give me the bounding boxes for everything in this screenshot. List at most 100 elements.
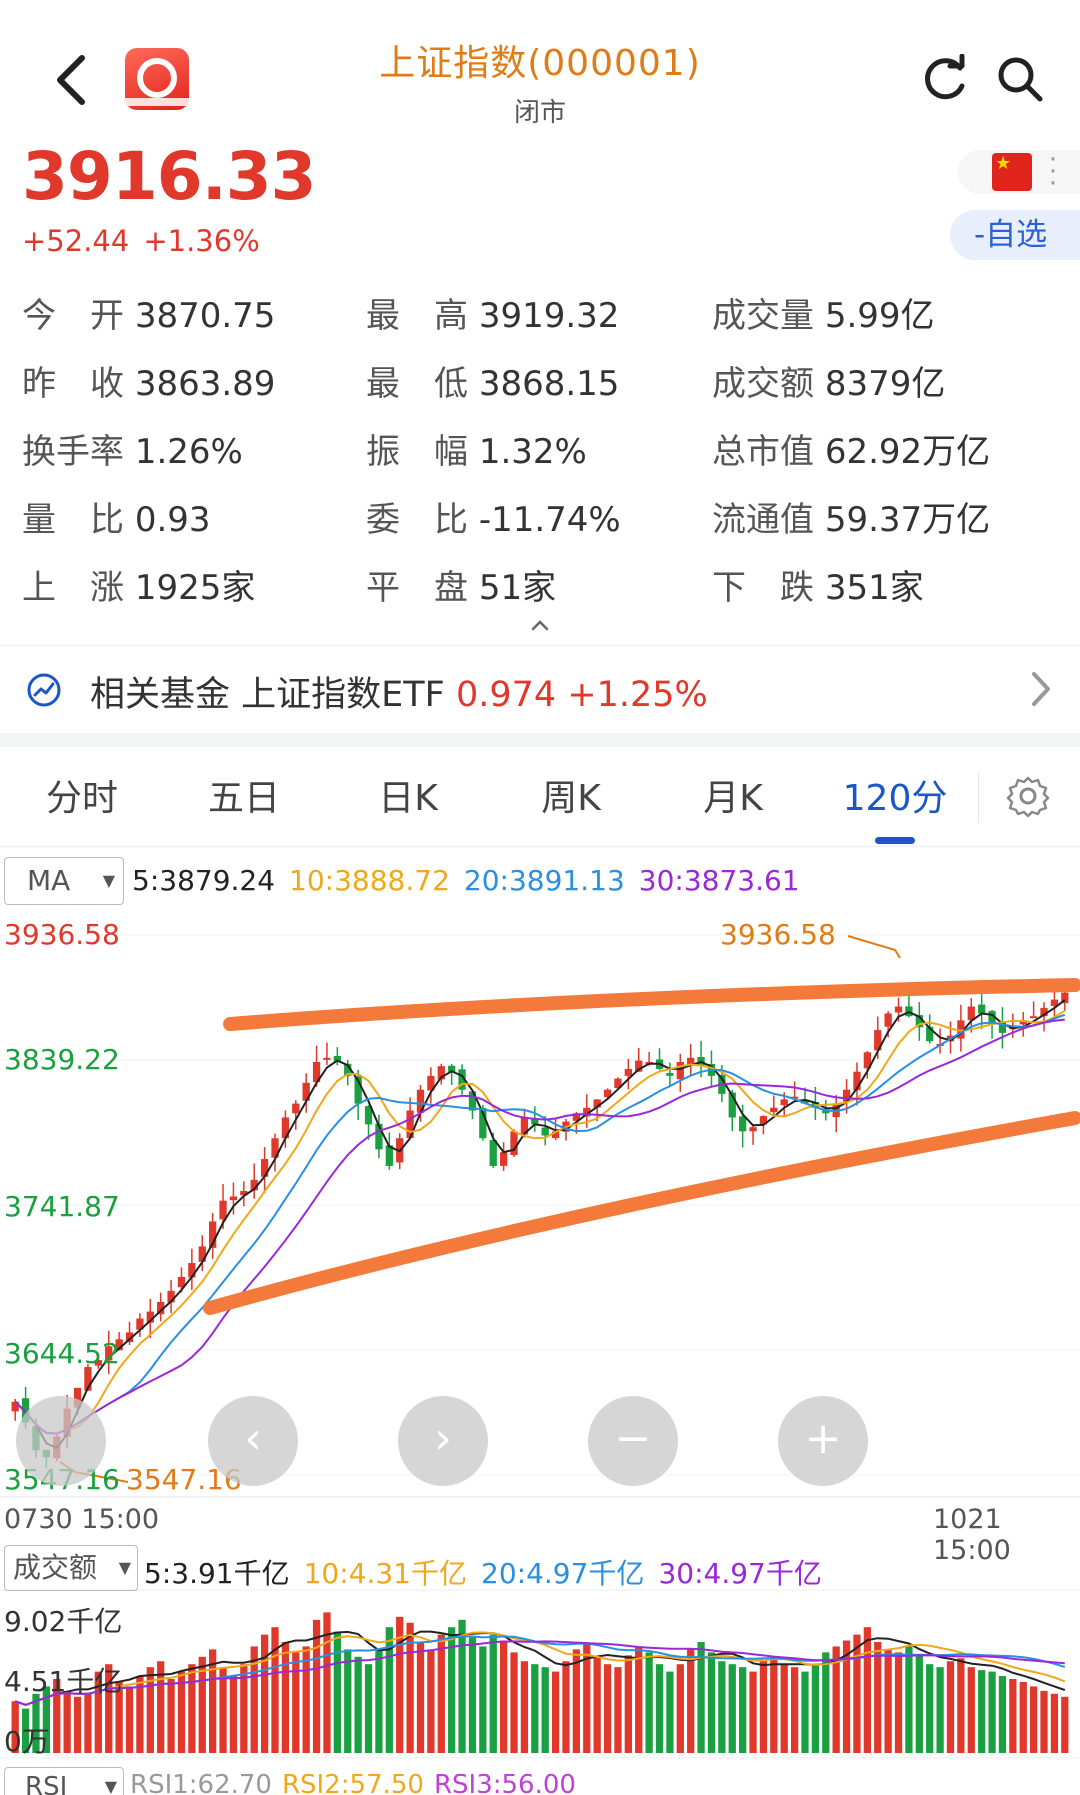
volume-bar: [448, 1627, 456, 1753]
support-trendline: [203, 1111, 1080, 1315]
volume-bar: [718, 1661, 726, 1753]
high-pointer: [847, 935, 901, 959]
volume-bar: [42, 1686, 51, 1753]
stat-item: 下 跌 351家: [712, 568, 924, 608]
tab-monthly-k[interactable]: 月K: [703, 778, 763, 819]
header: 上证指数(000001) 闭市: [0, 0, 1080, 140]
section-divider: [0, 733, 1080, 747]
ma20-line: [14, 1013, 1066, 1435]
chart-nav-button[interactable]: [16, 1396, 106, 1486]
volume-bar: [157, 1661, 165, 1753]
candle-body: [988, 1011, 996, 1025]
volume-bar: [146, 1667, 154, 1753]
axis-label-lower: 3644.52: [4, 1337, 120, 1370]
volume-bar: [323, 1612, 331, 1753]
stat-item: 最 低 3868.15: [366, 364, 620, 404]
volume-bar: [499, 1640, 508, 1753]
refresh-icon[interactable]: [920, 54, 970, 104]
volume-axis-mid: 4.51千亿: [4, 1665, 123, 1698]
rsi-legend: RSI1:62.70 RSI2:57.50 RSI3:56.00: [130, 1770, 586, 1795]
indicator-select-rsi[interactable]: RSI ▼: [4, 1767, 124, 1795]
candle-body: [759, 1116, 768, 1125]
stat-item: 今 开 3870.75: [22, 296, 276, 336]
stat-item: 昨 收 3863.89: [22, 364, 276, 404]
volume-bar: [853, 1634, 861, 1753]
volume-bar: [250, 1646, 258, 1753]
volume-axis-bottom: 0万: [4, 1725, 50, 1758]
volume-bar: [11, 1701, 19, 1753]
stat-item: 委 比 -11.74%: [366, 500, 621, 540]
volume-bar: [1009, 1679, 1017, 1753]
price-change: +52.44 +1.36%: [22, 224, 274, 258]
scroll-right-button[interactable]: ›: [398, 1396, 488, 1486]
volume-bar: [344, 1649, 352, 1753]
candle-body: [676, 1061, 684, 1080]
candle-body: [302, 1082, 310, 1101]
tab-daily-k[interactable]: 日K: [378, 778, 438, 819]
candle-body: [1040, 1007, 1048, 1017]
gear-icon[interactable]: [1005, 773, 1051, 819]
volume-bar: [998, 1676, 1007, 1753]
tab-weekly-k[interactable]: 周K: [541, 778, 601, 819]
tab-120min[interactable]: 120分: [842, 778, 948, 819]
tab-five-day[interactable]: 五日: [207, 778, 280, 819]
candle-body: [603, 1089, 612, 1098]
indicator-select-ma[interactable]: MA ▼: [4, 857, 124, 905]
candle-body: [21, 1398, 30, 1423]
volume-bar: [240, 1664, 248, 1753]
volume-bar: [292, 1652, 300, 1753]
ma10-line: [14, 1009, 1066, 1435]
tab-intraday[interactable]: 分时: [45, 778, 118, 819]
indicator-select-volume[interactable]: 成交额 ▼: [4, 1545, 138, 1591]
candle-body: [1061, 992, 1069, 1004]
volume-bar: [811, 1664, 820, 1753]
candle-body: [260, 1159, 269, 1177]
volume-bar: [489, 1634, 497, 1753]
candle-body: [250, 1179, 258, 1191]
candle-body: [11, 1401, 19, 1412]
candle-body: [666, 1072, 674, 1076]
volume-bar: [551, 1671, 560, 1753]
volume-bar: [125, 1686, 134, 1753]
candle-body: [437, 1066, 445, 1080]
volume-bar: [281, 1642, 290, 1753]
volume-bar: [863, 1627, 871, 1753]
volume-bar: [209, 1649, 217, 1753]
china-flag-icon: ★: [992, 153, 1032, 191]
candle-body: [105, 1346, 113, 1361]
candle-body: [219, 1200, 227, 1220]
related-fund-bar[interactable]: 相关基金 上证指数ETF 0.974 +1.25%: [0, 645, 1080, 733]
watchlist-button[interactable]: -自选: [950, 210, 1080, 260]
volume-bar: [468, 1637, 477, 1753]
zoom-in-button[interactable]: +: [778, 1396, 868, 1486]
search-icon[interactable]: [995, 54, 1045, 104]
volume-bar: [333, 1631, 341, 1753]
candle-body: [157, 1301, 165, 1315]
volume-bar: [842, 1640, 851, 1753]
volume-bar: [1050, 1693, 1059, 1753]
volume-bar: [229, 1676, 238, 1753]
fund-info: 相关基金 上证指数ETF 0.974 +1.25%: [90, 666, 708, 717]
candle-body: [292, 1103, 300, 1114]
volume-bar: [458, 1619, 466, 1753]
stat-item: 平 盘 51家: [366, 568, 557, 608]
volume-bar: [167, 1679, 175, 1753]
back-arrow-icon[interactable]: [48, 50, 98, 110]
volume-bar: [894, 1652, 903, 1753]
axis-label-upper: 3839.22: [4, 1043, 120, 1076]
candle-body: [354, 1076, 362, 1104]
candle-body: [915, 1015, 923, 1028]
volume-bar: [759, 1661, 768, 1753]
zoom-out-button[interactable]: −: [588, 1396, 678, 1486]
candle-body: [84, 1367, 92, 1391]
volume-bar: [562, 1661, 570, 1753]
candle-body: [281, 1117, 290, 1139]
collapse-caret-icon[interactable]: [530, 618, 550, 632]
candle-body: [593, 1099, 601, 1108]
more-menu-icon[interactable]: · · ·: [1048, 145, 1058, 199]
volume-bar: [915, 1655, 923, 1753]
volume-bar: [926, 1664, 934, 1753]
candle-body: [520, 1117, 529, 1135]
scroll-left-button[interactable]: ‹: [208, 1396, 298, 1486]
